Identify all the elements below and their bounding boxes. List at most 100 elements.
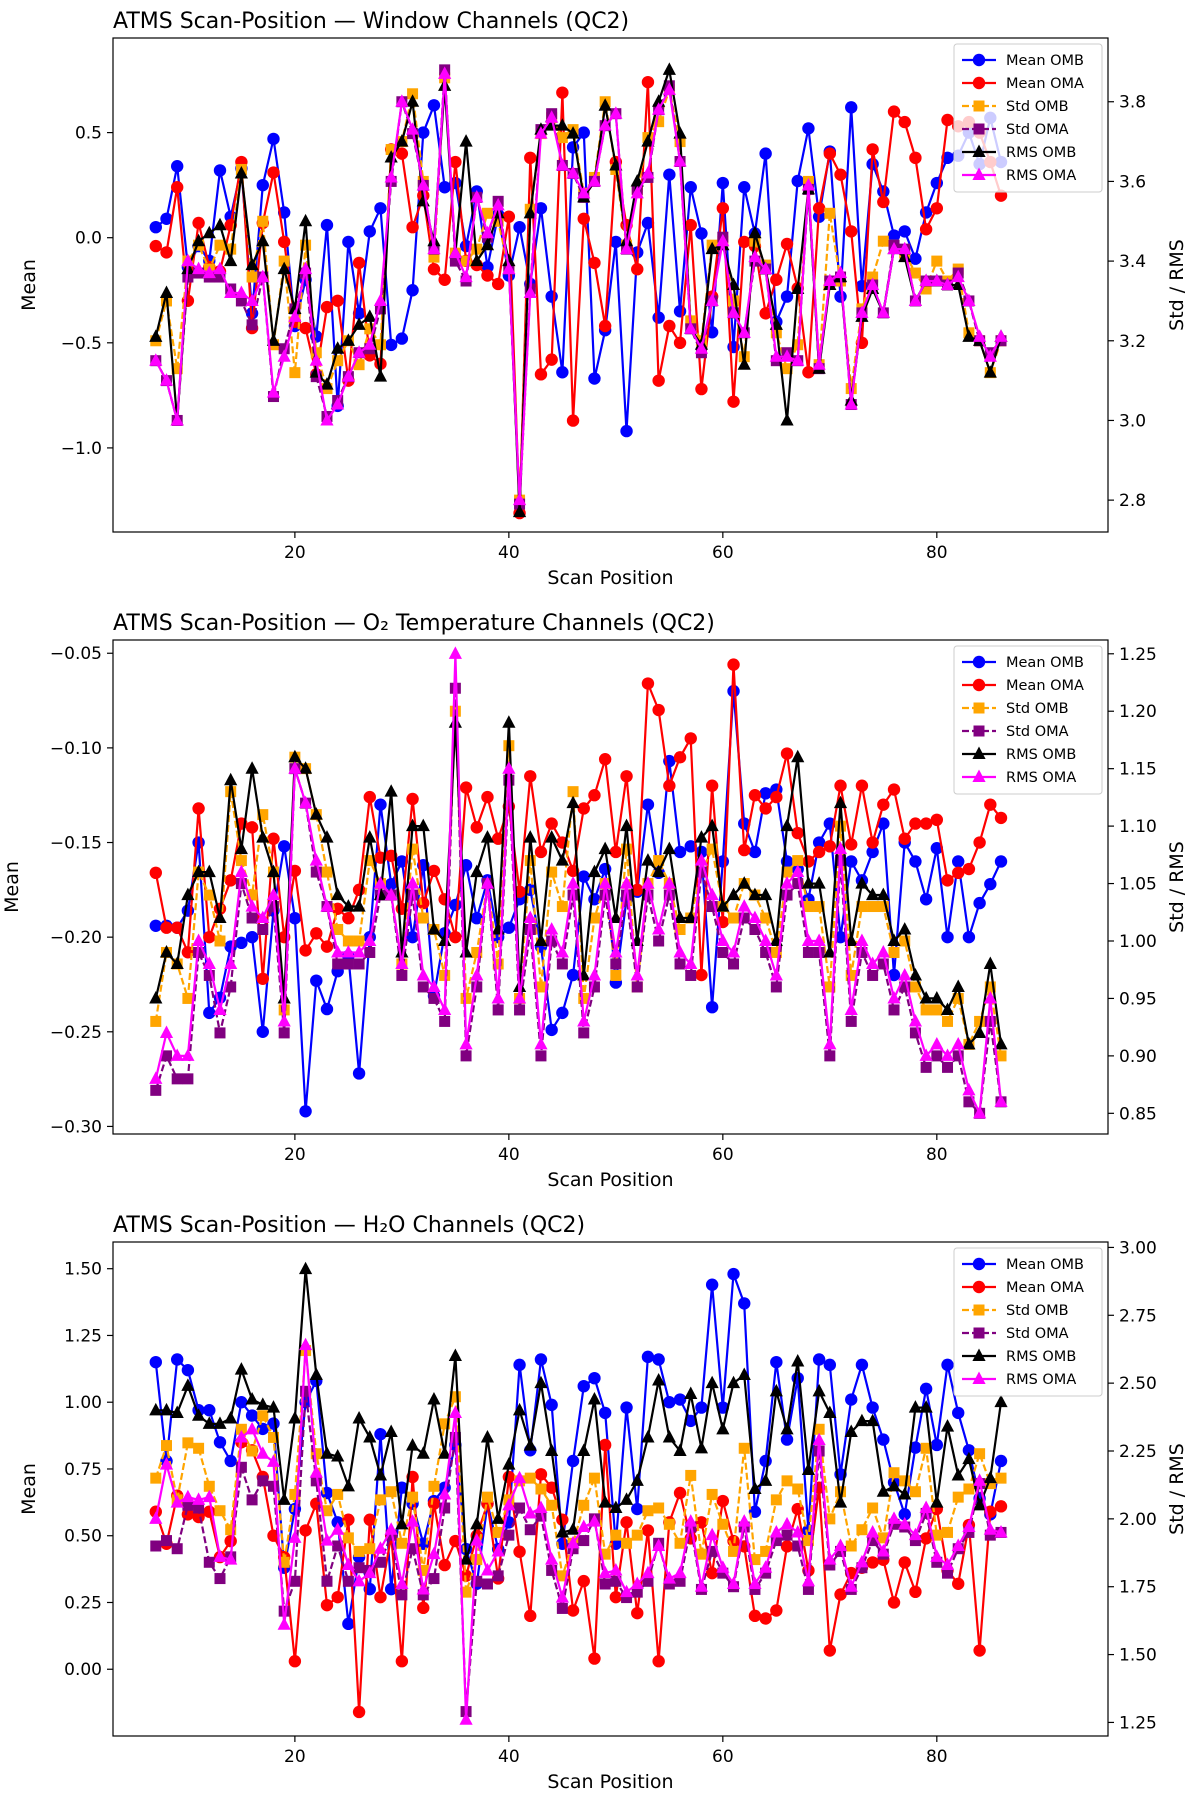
x-tick-label: 80: [926, 1145, 948, 1165]
data-point-mean-oma: [459, 781, 473, 794]
data-point-mean-omb: [952, 1406, 965, 1420]
data-point-std-omb: [235, 855, 247, 867]
series-rms-omb: [149, 1261, 1008, 1565]
data-point-std-oma: [374, 303, 386, 315]
data-point-mean-omb: [909, 855, 922, 868]
data-point-rms-oma: [823, 1036, 837, 1050]
x-tick-label: 60: [712, 1747, 734, 1767]
data-point-rms-oma: [480, 1562, 495, 1576]
data-point-mean-omb: [620, 424, 633, 438]
data-point-std-omb: [695, 1548, 707, 1560]
data-point-std-oma: [695, 866, 707, 878]
data-point-std-omb: [300, 239, 312, 251]
data-point-mean-oma: [170, 921, 184, 934]
data-point-rms-omb: [555, 853, 569, 866]
data-point-rms-oma: [844, 1579, 858, 1592]
data-point-rms-oma: [940, 1557, 955, 1571]
data-point-std-omb: [246, 1445, 258, 1457]
data-point-mean-omb: [759, 787, 772, 800]
data-point-rms-omb: [662, 62, 676, 75]
data-point-std-oma: [963, 1526, 975, 1538]
data-point-mean-oma: [363, 1513, 376, 1526]
data-point-std-omb: [685, 1469, 697, 1481]
data-point-std-omb: [631, 1529, 643, 1541]
data-point-std-oma: [888, 1004, 900, 1016]
y2-tick-label: 2.25: [1119, 1442, 1157, 1462]
data-point-std-omb: [824, 207, 836, 219]
data-point-rms-omb: [791, 1353, 805, 1367]
data-point-std-oma: [193, 1502, 205, 1514]
data-point-std-oma: [824, 1050, 836, 1062]
data-point-rms-omb: [256, 233, 270, 247]
data-point-std-omb: [481, 207, 493, 219]
data-point-mean-omb: [919, 1382, 933, 1396]
data-point-rms-oma: [748, 1576, 762, 1590]
data-point-mean-omb: [984, 877, 997, 891]
data-point-mean-oma: [524, 1609, 537, 1623]
legend-swatch-marker: [973, 725, 985, 737]
data-point-rms-oma: [191, 933, 206, 947]
data-point-mean-oma: [802, 366, 815, 379]
data-point-std-omb: [225, 1524, 237, 1536]
legend-swatch-marker: [972, 144, 986, 158]
data-point-std-oma: [621, 1592, 633, 1604]
data-point-rms-oma: [737, 1514, 751, 1527]
data-point-rms-omb: [459, 945, 473, 958]
data-point-rms-omb: [609, 910, 623, 924]
legend-swatch-marker: [973, 100, 985, 112]
data-point-std-oma: [792, 878, 804, 890]
data-point-std-omb: [353, 359, 365, 371]
data-point-mean-omb: [588, 1371, 601, 1385]
data-point-rms-omb: [587, 1391, 602, 1405]
data-point-std-omb: [835, 1486, 847, 1498]
data-point-rms-omb: [491, 1511, 505, 1524]
data-point-rms-oma: [395, 956, 409, 970]
data-point-mean-oma: [673, 751, 687, 764]
data-point-std-omb: [364, 323, 376, 335]
data-point-std-omb: [802, 1535, 814, 1547]
data-point-rms-oma: [416, 177, 430, 191]
data-point-mean-omb: [245, 1409, 259, 1422]
data-point-rms-omb: [523, 1438, 537, 1451]
data-point-rms-oma: [876, 305, 890, 318]
data-point-rms-omb: [266, 333, 281, 346]
data-point-std-oma: [770, 1535, 782, 1547]
y2-tick-label: 0.95: [1119, 989, 1157, 1009]
data-point-rms-omb: [470, 253, 484, 267]
data-point-std-omb: [556, 901, 568, 913]
data-point-std-omb: [920, 283, 932, 295]
y2-tick-label: 1.20: [1119, 702, 1157, 722]
plot-frame: [112, 37, 1109, 533]
data-point-mean-omb: [213, 1436, 227, 1449]
data-point-mean-oma: [277, 235, 291, 249]
data-point-std-omb: [460, 255, 472, 267]
data-point-std-omb: [706, 843, 718, 855]
y-tick-label: 0.50: [64, 1527, 102, 1547]
data-point-mean-oma: [887, 783, 901, 796]
data-point-mean-omb: [887, 229, 901, 242]
data-point-rms-omb: [331, 887, 345, 901]
data-point-mean-oma: [705, 779, 719, 792]
data-point-rms-oma: [983, 990, 997, 1004]
data-point-mean-oma: [748, 1609, 762, 1623]
data-point-mean-oma: [609, 1590, 623, 1604]
data-point-std-omb: [407, 88, 419, 100]
data-point-rms-oma: [459, 1036, 473, 1050]
data-point-mean-oma: [577, 1574, 590, 1588]
data-point-std-oma: [984, 1529, 996, 1541]
data-point-rms-omb: [331, 1448, 345, 1462]
data-point-mean-omb: [449, 898, 462, 912]
data-point-mean-oma: [631, 263, 644, 276]
data-point-rms-omb: [791, 749, 805, 763]
data-point-std-omb: [535, 1483, 547, 1495]
data-point-mean-oma: [738, 235, 751, 249]
data-point-mean-omb: [930, 1438, 944, 1452]
data-point-rms-omb: [502, 1457, 516, 1470]
data-point-rms-omb: [534, 1375, 548, 1389]
data-point-mean-oma: [352, 256, 366, 270]
data-point-rms-oma: [812, 933, 826, 947]
data-point-rms-omb: [480, 830, 495, 843]
data-point-rms-omb: [224, 1410, 238, 1424]
data-point-std-oma: [492, 1570, 504, 1582]
data-point-rms-oma: [898, 241, 912, 255]
